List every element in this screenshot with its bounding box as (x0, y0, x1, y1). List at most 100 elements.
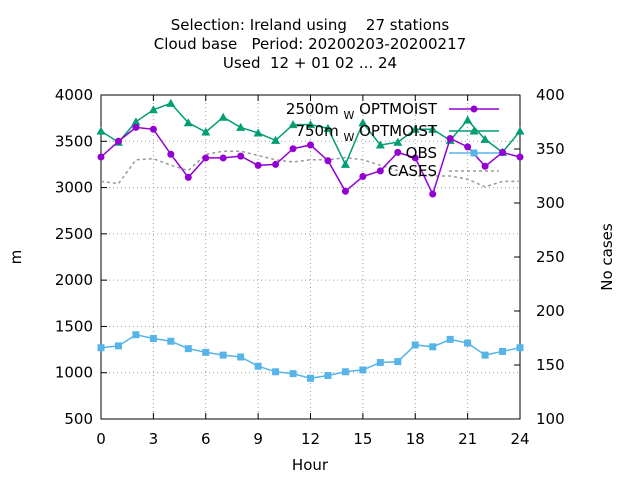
data-point (306, 120, 315, 129)
data-point (463, 115, 473, 124)
data-point (236, 122, 246, 131)
data-point (429, 190, 437, 198)
legend-item: 2500m W OPTMOIST (286, 100, 499, 122)
data-point (411, 154, 419, 162)
data-point (341, 368, 349, 376)
x-tick-label: 15 (353, 430, 372, 448)
data-point (218, 112, 228, 121)
data-point (132, 123, 140, 131)
y2-tick-label: 350 (536, 140, 565, 158)
data-point (253, 128, 263, 137)
data-point (184, 173, 192, 181)
data-point (428, 124, 438, 133)
series-obs (97, 331, 524, 382)
data-point (272, 368, 280, 376)
y2-tick-label: 400 (536, 86, 565, 104)
data-point (515, 126, 525, 135)
data-point (289, 370, 297, 378)
title-line-3: Used 12 + 01 02 ... 24 (222, 54, 398, 72)
data-point (114, 137, 122, 145)
data-point (429, 343, 437, 351)
x-tick-label: 21 (458, 430, 477, 448)
legend-item: CASES (388, 162, 499, 180)
y2-tick-label: 250 (536, 248, 565, 266)
data-point (376, 167, 384, 175)
data-point (114, 342, 122, 350)
y2-tick-label: 200 (536, 302, 565, 320)
x-tick-label: 24 (510, 430, 529, 448)
data-point (411, 341, 419, 349)
data-point (358, 118, 368, 127)
data-point (516, 344, 524, 352)
data-point (254, 161, 262, 169)
legend-label: 2500m W OPTMOIST (286, 100, 438, 122)
y2-tick-label: 150 (536, 356, 565, 374)
data-point (289, 145, 297, 153)
legend-item: OBS (406, 144, 499, 162)
data-point (183, 118, 193, 127)
y2-axis-label: No cases (598, 223, 616, 291)
data-point (359, 366, 367, 374)
data-point (499, 347, 507, 355)
data-point (97, 153, 105, 161)
x-tick-label: 6 (201, 430, 211, 448)
legend-marker (470, 105, 478, 113)
legend-label: CASES (388, 162, 437, 180)
data-point (131, 117, 141, 126)
y2-tick-label: 300 (536, 194, 565, 212)
series-layer (96, 98, 525, 382)
data-point (202, 348, 210, 356)
data-point (376, 359, 384, 367)
data-point (324, 157, 332, 165)
data-point (288, 120, 298, 129)
data-point (202, 154, 210, 162)
data-point (272, 160, 280, 168)
data-point (271, 135, 281, 144)
y-tick-label: 2000 (55, 271, 93, 289)
x-tick-label: 18 (406, 430, 425, 448)
data-point (184, 345, 192, 353)
x-tick-label: 9 (253, 430, 263, 448)
x-tick-label: 0 (96, 430, 106, 448)
data-point (307, 141, 314, 149)
data-point (446, 335, 454, 343)
x-tick-label: 12 (301, 430, 320, 448)
data-point (132, 331, 140, 339)
data-point (324, 371, 332, 379)
y-tick-label: 3500 (55, 132, 93, 150)
title-line-2: Cloud base Period: 20200203-20200217 (153, 35, 467, 53)
y2-tick-label: 100 (536, 410, 565, 428)
legend-label: OBS (406, 144, 437, 162)
data-point (148, 105, 158, 114)
data-point (341, 187, 349, 195)
data-point (237, 353, 245, 361)
data-point (340, 159, 350, 168)
data-point (167, 150, 175, 158)
data-point (464, 143, 472, 151)
series-2500m (97, 123, 524, 198)
y-tick-label: 1000 (55, 364, 93, 382)
y-tick-label: 4000 (55, 86, 93, 104)
data-point (237, 152, 245, 160)
data-point (481, 351, 489, 359)
data-point (323, 123, 333, 132)
series-cases (100, 150, 520, 188)
data-point (201, 127, 211, 136)
axis-ticks: 0 3 6 9 12 15 18 21 24 500 1000 1500 2000 2500 3000 350… (55, 86, 565, 448)
data-point (410, 124, 420, 133)
x-tick-label: 3 (149, 430, 159, 448)
data-point (167, 337, 175, 345)
data-point (446, 135, 454, 143)
y-axis-label: m (7, 250, 25, 265)
data-point (307, 374, 314, 382)
x-axis-label: Hour (292, 456, 329, 474)
y-tick-label: 500 (64, 410, 93, 428)
title-line-1: Selection: Ireland using 27 stations (170, 16, 450, 34)
data-point (394, 148, 402, 156)
y-tick-label: 3000 (55, 179, 93, 197)
data-point (394, 358, 402, 366)
data-point (499, 148, 507, 156)
data-point (481, 162, 489, 170)
y-tick-label: 1500 (55, 317, 93, 335)
